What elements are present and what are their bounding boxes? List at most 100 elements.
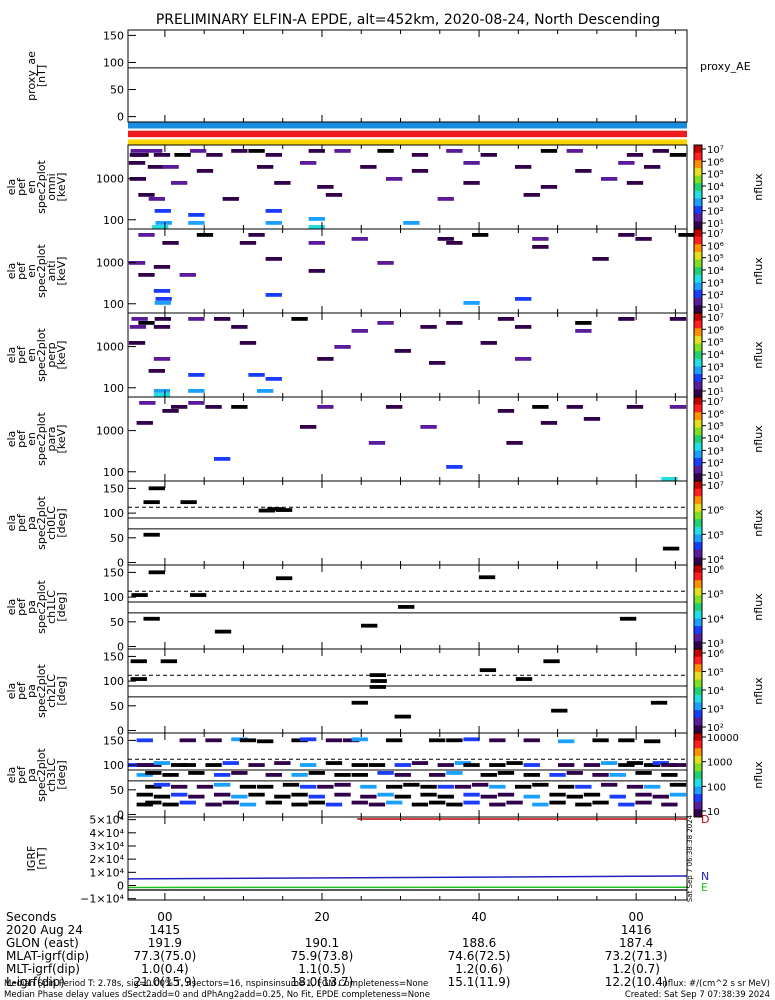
spectrogram-pixel (154, 301, 171, 305)
colorbar-tick-label: 10⁵ (707, 338, 724, 349)
pitch-angle-pixel (386, 800, 403, 805)
pitch-angle-pixel (145, 784, 162, 789)
pitch-angle-pixel (334, 773, 351, 777)
pitch-angle-pixel (274, 761, 291, 765)
colorbar-tick-label: 10⁶ (707, 325, 724, 336)
spectrogram-pixel (360, 165, 377, 169)
spectrogram-pixel (308, 225, 325, 229)
spectrogram-pixel (136, 421, 153, 425)
spectrogram-pixel (129, 153, 147, 157)
spectrogram-pixel (188, 389, 205, 393)
panel-pa_ch1: elapefpaspec2plotch1LC[deg]15010050010⁶1… (5, 564, 765, 654)
spectrogram-pixel (463, 301, 480, 305)
colorbar-segment (694, 748, 702, 757)
pitch-angle-pixel (543, 659, 560, 664)
pitch-angle-pixel (592, 773, 609, 777)
y-axis-label-line: pa (25, 684, 38, 698)
pitch-angle-pixel (454, 761, 472, 765)
y-axis-label-line: pef (15, 681, 28, 700)
spectrogram-pixel (138, 233, 155, 237)
pitch-angle-pixel (334, 782, 351, 787)
y-axis-label-line: pef (15, 261, 28, 280)
pitch-angle-pixel (300, 737, 317, 742)
spectrogram-pixel (317, 405, 334, 409)
pitch-angle-pixel (368, 802, 386, 807)
pitch-angle-pixel (480, 773, 497, 777)
spectrogram-pixel (155, 221, 172, 225)
colorbar-tick-label: 10⁷ (707, 481, 724, 492)
pitch-angle-pixel (403, 782, 420, 787)
colorbar-tick-label: 10¹ (707, 219, 724, 230)
spectrogram-pixel (248, 233, 265, 237)
pitch-angle-pixel (618, 763, 635, 767)
colorbar-segment (694, 236, 702, 245)
pitch-angle-pixel (369, 685, 386, 689)
x-axis-row-label: MLT-igrf(dip) (6, 962, 80, 976)
spectrogram-pixel (566, 149, 583, 153)
y-axis-label-line: anti (45, 260, 58, 281)
footer-left-line2: Median Phase delay values dSect2add=0 an… (4, 990, 430, 1000)
panel-background (128, 481, 687, 565)
pitch-angle-pixel (463, 763, 480, 767)
spectrogram-pixel (153, 289, 171, 293)
y-axis-label-line: ch0LC (45, 506, 58, 540)
pitch-angle-pixel (489, 802, 506, 807)
pitch-angle-pixel (214, 782, 231, 787)
colorbar-tick-label: 10³ (707, 639, 724, 650)
pitch-angle-pixel (472, 782, 489, 787)
colorbar: 10⁷ 10⁶ 10⁵ 10⁴ nflux (693, 480, 765, 566)
x-axis-row-value: 1.1(0.5) (298, 962, 346, 976)
spectrogram-pixel (506, 441, 523, 445)
y-axis-label-line: spec2plot (35, 328, 48, 382)
y-axis-label-line: pa (25, 600, 38, 614)
pitch-angle-pixel (386, 738, 403, 743)
pitch-angle-pixel (325, 761, 343, 765)
colorbar-tick-label: 10² (707, 207, 724, 218)
y-axis-label-line: pef (15, 765, 28, 784)
panel-pa_ch2: elapefpaspec2plotch2LC[deg]15010050010⁶1… (5, 648, 765, 738)
colorbar-segment (694, 687, 702, 696)
colorbar-segment (694, 809, 702, 818)
pitch-angle-pixel (143, 532, 160, 537)
y-axis-label-line: spec2plot (35, 496, 48, 550)
x-axis-row-value: 40 (471, 910, 486, 924)
y-axis-label-line: spec2plot (35, 580, 48, 634)
y-axis-label-line: ela (5, 431, 18, 448)
pitch-angle-pixel (291, 802, 308, 807)
pitch-angle-pixel (661, 763, 678, 767)
y-tick-label: 100 (103, 298, 124, 311)
spectrogram-pixel (138, 273, 155, 277)
pitch-angle-pixel (454, 784, 472, 789)
colorbar-tick-label: 10⁵ (707, 668, 724, 679)
y-axis-label-line: spec2plot (35, 160, 48, 214)
spectrogram-pixel (188, 401, 205, 405)
spectrogram-pixel (248, 373, 265, 377)
pitch-angle-pixel (153, 794, 171, 799)
colorbar-label: nflux (752, 593, 765, 621)
colorbar-segment (694, 381, 702, 390)
spectrogram-pixel (635, 237, 652, 241)
spectrogram-pixel (463, 181, 480, 185)
y-axis-label-line: pef (15, 513, 28, 532)
x-axis-row-value: 15.1(11.9) (448, 975, 511, 989)
colorbar-segment (694, 229, 702, 238)
pitch-angle-pixel (267, 507, 284, 511)
pitch-angle-pixel (489, 763, 506, 767)
pitch-angle-pixel (231, 794, 248, 799)
pitch-angle-pixel (361, 623, 378, 628)
colorbar-tick-label: 10⁴ (707, 350, 724, 361)
spectrogram-pixel (334, 149, 351, 153)
pitch-angle-pixel (497, 792, 515, 797)
colorbar-tick-label: 10000 (707, 733, 739, 744)
spectrogram-pixel (669, 317, 687, 321)
spectrogram-pixel (147, 165, 165, 169)
colorbar-tick-label: 10⁷ (707, 145, 724, 156)
colorbar-tick-label: 10⁴ (707, 686, 724, 697)
colorbar-segment (694, 519, 702, 528)
spectrogram-pixel (480, 153, 497, 157)
pitch-angle-pixel (437, 763, 454, 767)
y-axis-label-line: omni (45, 173, 58, 200)
colorbar: 10⁶ 10⁵ 10⁴ 10³ nflux (693, 564, 765, 650)
spectrogram-pixel (308, 241, 325, 245)
